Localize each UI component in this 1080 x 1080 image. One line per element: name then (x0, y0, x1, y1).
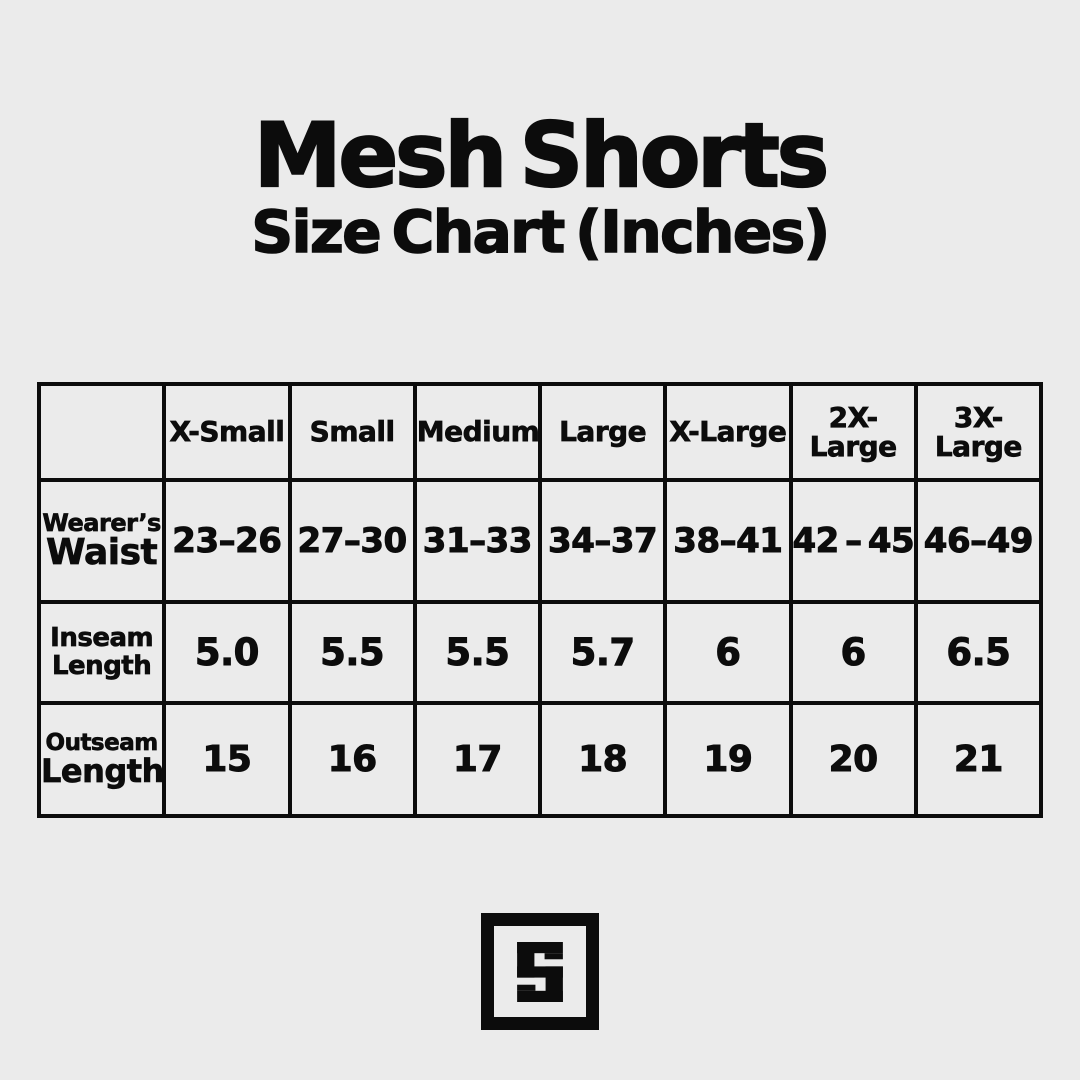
col-header-x-small: X-Small (162, 382, 292, 482)
col-header-label: Medium (416, 415, 540, 449)
size-value-cell: 42 – 45 (788, 478, 918, 604)
col-header-large: Large (537, 382, 668, 482)
page-title: Mesh Shorts (253, 104, 830, 207)
row-label-inseam-length: Inseam Length (36, 600, 167, 705)
corner-cell (36, 382, 167, 482)
row-label-line: Outseam (45, 730, 158, 756)
table-row-wearers-waist: Wearer’s Waist 23–26 27–30 31–33 34–37 3… (36, 478, 1044, 604)
col-header-medium: Medium (412, 382, 543, 482)
size-value-cell: 23–26 (162, 478, 292, 604)
size-value-cell: 5.5 (412, 600, 543, 705)
row-label-line: Wearer’s (42, 509, 162, 537)
col-header-label: 3X- (953, 400, 1004, 434)
table-row-inseam-length: Inseam Length 5.0 5.5 5.5 5.7 6 6 6.5 (36, 600, 1044, 705)
size-value-cell: 5.0 (162, 600, 292, 705)
size-value-cell: 20 (788, 701, 918, 818)
brand-logo (481, 913, 599, 1030)
size-value-cell: 18 (537, 701, 668, 818)
size-value-cell: 17 (412, 701, 543, 818)
row-label-outseam-length: Outseam Length (36, 701, 167, 818)
size-value-cell: 19 (663, 701, 793, 818)
row-label-line: Waist (46, 532, 158, 573)
size-value-cell: 5.7 (537, 600, 668, 705)
col-header-label: Large (559, 415, 647, 449)
col-header-x-large: X-Large (663, 382, 793, 482)
header-row: X-Small Small Medium Large X-Large (36, 382, 1044, 482)
size-chart-table: X-Small Small Medium Large X-Large (36, 382, 1044, 818)
size-value-cell: 21 (913, 701, 1044, 818)
row-label-line: Length (41, 752, 165, 790)
col-header-label: Large (809, 430, 897, 463)
row-label-wearers-waist: Wearer’s Waist (36, 478, 167, 604)
page-subtitle: Size Chart (Inches) (251, 198, 831, 266)
size-value-cell: 34–37 (537, 478, 668, 604)
size-value-cell: 6 (663, 600, 793, 705)
col-header-label: Small (309, 415, 395, 449)
table-row-outseam-length: Outseam Length 15 16 17 18 19 20 21 (36, 701, 1044, 818)
row-label-line: Length (51, 650, 152, 681)
size-value-cell: 6 (788, 600, 918, 705)
col-header-label: X-Large (669, 415, 787, 449)
size-value-cell: 16 (287, 701, 417, 818)
s-letter-icon (517, 941, 563, 1002)
col-header-small: Small (287, 382, 417, 482)
size-value-cell: 15 (162, 701, 292, 818)
row-label-line: Inseam (50, 623, 154, 654)
col-header-label: 2X- (828, 400, 878, 434)
size-value-cell: 27–30 (287, 478, 417, 604)
col-header-label: X-Small (169, 415, 285, 449)
size-value-cell: 31–33 (412, 478, 543, 604)
size-value-cell: 46–49 (913, 478, 1044, 604)
col-header-2x-large: 2X- Large (788, 382, 918, 482)
size-value-cell: 5.5 (287, 600, 417, 705)
size-value-cell: 38–41 (663, 478, 793, 604)
size-value-cell: 6.5 (913, 600, 1044, 705)
col-header-label: Large (934, 430, 1022, 463)
col-header-3x-large: 3X- Large (913, 382, 1044, 482)
